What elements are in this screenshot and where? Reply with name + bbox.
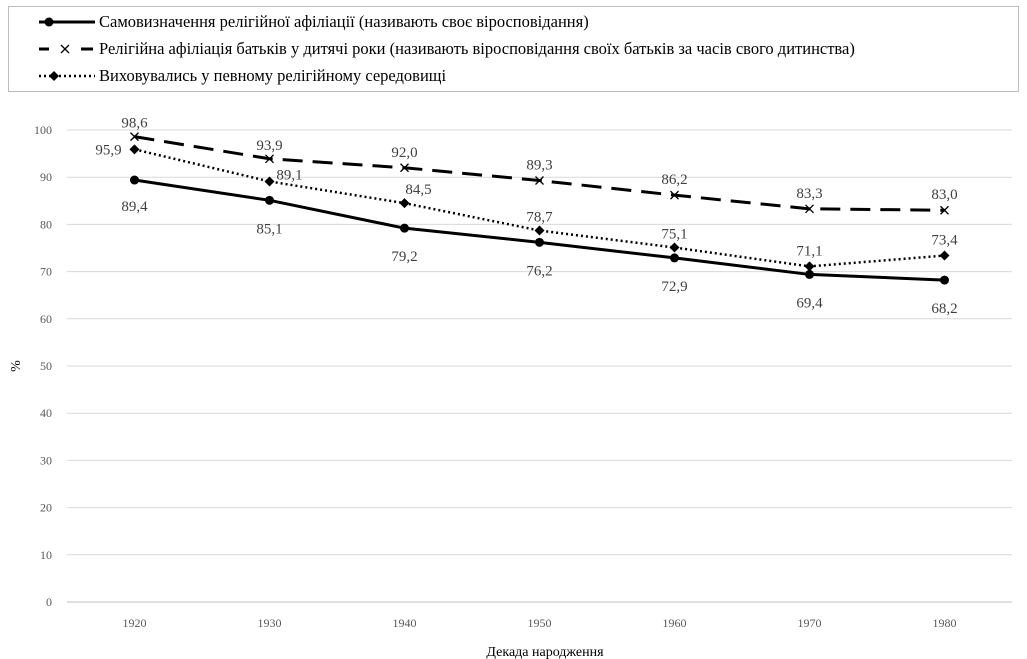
point-marker-circle	[130, 175, 139, 185]
data-label: 95,9	[95, 142, 121, 158]
legend-label-parents-affiliation: Релігійна афіліація батьків у дитячі рок…	[99, 39, 855, 58]
legend-label-self-identification: Самовизначення релігійної афіліації (наз…	[99, 12, 589, 31]
point-marker-diamond	[804, 261, 815, 272]
x-tick-label: 1940	[393, 616, 417, 630]
x-tick-label: 1930	[258, 616, 282, 630]
data-label: 85,1	[256, 221, 282, 237]
point-marker-circle	[535, 237, 544, 247]
point-marker-circle	[400, 223, 409, 233]
y-tick-label: 70	[40, 265, 52, 279]
y-tick-label: 100	[34, 123, 52, 137]
legend-solid-circle-marker	[39, 17, 95, 27]
point-marker-x	[265, 154, 274, 164]
legend: Самовизначення релігійної афіліації (наз…	[8, 6, 1019, 92]
y-tick-label: 90	[40, 170, 52, 184]
data-label: 72,9	[661, 279, 687, 295]
legend-dashed-x-marker	[39, 44, 93, 54]
data-label: 75,1	[661, 227, 687, 243]
data-label: 89,3	[526, 158, 552, 174]
x-tick-label: 1980	[933, 616, 957, 630]
x-tick-label: 1950	[528, 616, 552, 630]
legend-item-parents-affiliation: Релігійна афіліація батьків у дитячі рок…	[9, 38, 855, 60]
y-axis-label: %	[9, 360, 24, 372]
point-marker-diamond	[939, 250, 950, 261]
point-marker-x	[940, 205, 949, 215]
y-tick-label: 40	[40, 406, 52, 420]
data-label: 76,2	[526, 263, 552, 279]
point-marker-circle	[805, 269, 814, 279]
point-marker-diamond	[669, 242, 680, 253]
point-marker-diamond	[534, 225, 545, 236]
y-tick-label: 20	[40, 501, 52, 515]
point-marker-diamond	[399, 198, 410, 209]
data-label: 68,2	[931, 301, 957, 317]
y-tick-label: 0	[46, 595, 52, 609]
data-label: 84,5	[405, 182, 431, 198]
data-label: 98,6	[121, 116, 148, 132]
point-marker-circle	[940, 275, 949, 285]
point-marker-x	[535, 176, 544, 185]
x-tick-label: 1920	[123, 616, 147, 630]
y-tick-label: 10	[40, 548, 52, 562]
point-marker-x	[805, 204, 814, 214]
data-label: 92,0	[391, 145, 417, 161]
data-label: 71,1	[796, 243, 822, 259]
legend-item-religious-upbringing: Виховувались у певному релігійному серед…	[9, 65, 446, 87]
point-marker-x	[670, 190, 679, 200]
y-tick-label: 60	[40, 312, 52, 326]
x-axis-ticks: 1920 1930 1940 1950 1960 1970 1980	[123, 616, 957, 630]
point-marker-circle	[265, 195, 274, 205]
data-label: 89,1	[276, 167, 302, 183]
data-label: 83,0	[931, 187, 957, 203]
legend-label-religious-upbringing: Виховувались у певному релігійному серед…	[99, 66, 447, 85]
point-marker-circle	[670, 253, 679, 263]
data-labels: 89,4 85,1 79,2 76,2 72,9 69,4 68,2 98,6 93,9 92,0…	[95, 116, 958, 317]
data-label: 78,7	[526, 210, 553, 226]
point-marker-x	[130, 132, 139, 142]
x-tick-label: 1960	[663, 616, 687, 630]
y-tick-label: 80	[40, 217, 52, 231]
y-tick-label: 50	[40, 359, 52, 373]
data-label: 79,2	[391, 249, 417, 265]
series-lines	[129, 132, 950, 285]
data-label: 86,2	[661, 172, 687, 188]
legend-item-self-identification: Самовизначення релігійної афіліації (наз…	[9, 11, 589, 33]
legend-dotted-diamond-marker	[39, 71, 95, 81]
data-label: 93,9	[256, 138, 282, 154]
point-marker-diamond	[129, 144, 140, 155]
data-label: 89,4	[121, 199, 148, 215]
point-marker-x	[400, 163, 409, 173]
data-label: 73,4	[931, 233, 958, 249]
y-tick-label: 30	[40, 453, 52, 467]
x-tick-label: 1970	[798, 616, 822, 630]
y-axis-ticks: 0 10 20 30 40 50 60 70 80 90 100	[34, 123, 52, 609]
data-label: 83,3	[796, 186, 822, 202]
grid-lines	[67, 129, 1012, 603]
x-axis-label: Декада народження	[486, 645, 604, 659]
data-label: 69,4	[796, 295, 823, 311]
point-marker-diamond	[264, 176, 275, 187]
